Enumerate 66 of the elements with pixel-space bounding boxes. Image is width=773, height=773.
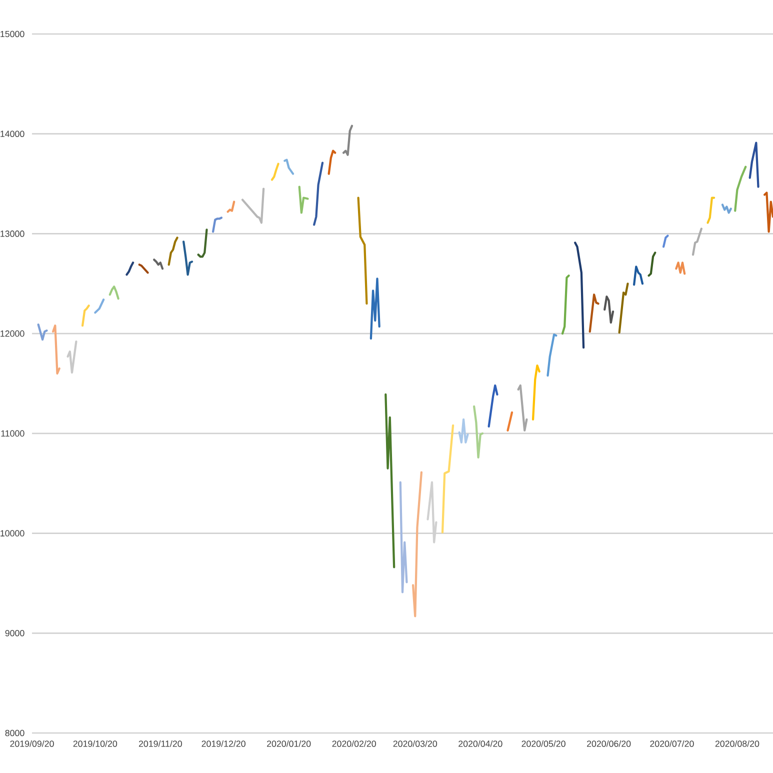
line-series	[81, 304, 90, 327]
x-tick-label: 2019/09/20	[10, 740, 54, 747]
line-series	[618, 282, 629, 334]
x-tick-label: 2020/07/20	[650, 740, 694, 747]
line-series	[574, 242, 585, 349]
x-tick-label: 2019/12/20	[202, 740, 246, 747]
y-tick-label: 15000	[0, 30, 24, 38]
y-tick-label: 14000	[0, 130, 24, 138]
line-series	[126, 262, 134, 276]
line-series	[488, 384, 498, 428]
y-tick-label: 11000	[1, 430, 24, 437]
line-series	[284, 158, 294, 175]
line-series	[473, 405, 484, 458]
line-series	[298, 186, 309, 214]
line-series	[182, 240, 194, 276]
line-series	[94, 298, 105, 314]
line-series	[458, 418, 469, 444]
line-series	[108, 286, 120, 300]
line-series	[633, 266, 644, 286]
line-series	[748, 142, 760, 188]
line-series	[52, 324, 60, 375]
line-series	[648, 252, 656, 277]
x-tick-label: 2020/03/20	[393, 740, 438, 747]
x-tick-label: 2020/08/20	[715, 740, 760, 747]
line-series	[226, 200, 236, 213]
line-series	[412, 471, 423, 618]
line-series	[604, 296, 614, 324]
line-series	[384, 393, 396, 568]
y-tick-label: 10000	[0, 530, 24, 536]
line-series	[426, 481, 438, 544]
x-tick-label: 2020/05/20	[522, 740, 566, 747]
x-tick-label: 2020/01/20	[267, 740, 311, 747]
line-series	[532, 364, 540, 421]
line-series	[357, 196, 368, 305]
line-series	[37, 324, 48, 341]
y-tick-label: 9000	[5, 630, 24, 636]
line-series	[692, 228, 702, 256]
line-series	[212, 216, 223, 233]
line-series	[370, 278, 380, 340]
line-series	[675, 262, 686, 275]
line-series	[342, 124, 354, 156]
line-series	[399, 481, 408, 594]
line-series	[241, 188, 265, 224]
line-series	[328, 150, 336, 175]
y-tick-label: 8000	[5, 730, 24, 736]
line-series	[197, 228, 208, 258]
line-series	[721, 204, 732, 214]
x-tick-label: 2020/02/20	[332, 740, 376, 747]
y-tick-label: 13000	[0, 230, 24, 237]
line-series	[546, 334, 558, 377]
line-series	[153, 258, 164, 270]
line-series	[561, 274, 570, 335]
line-series	[441, 424, 454, 534]
line-series	[313, 162, 324, 226]
y-tick-label: 12000	[0, 330, 24, 337]
line-series	[66, 340, 78, 374]
line-series	[734, 166, 747, 212]
line-series	[168, 236, 178, 266]
line-series	[588, 294, 600, 333]
line-series	[270, 162, 280, 181]
x-tick-label: 2019/10/20	[73, 740, 118, 747]
x-tick-label: 2020/04/20	[458, 740, 502, 747]
x-tick-label: 2020/06/20	[587, 740, 631, 747]
x-tick-label: 2019/11/20	[138, 740, 182, 747]
line-series	[764, 192, 773, 233]
line-series	[517, 384, 528, 432]
